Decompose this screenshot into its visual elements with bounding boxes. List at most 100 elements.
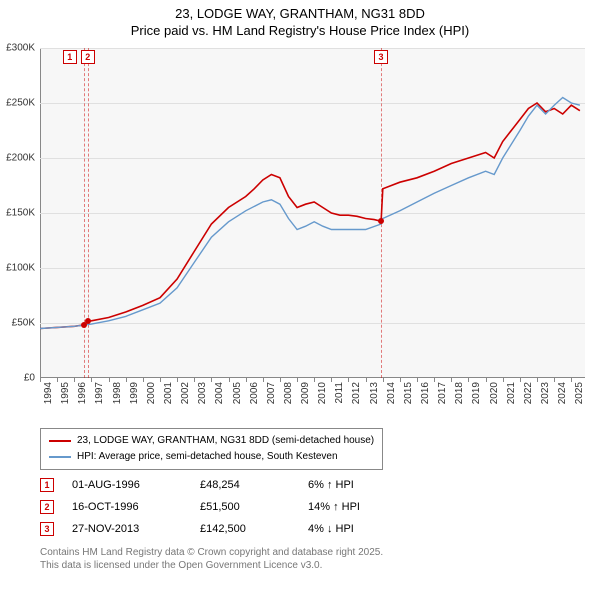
x-tick xyxy=(520,378,521,382)
x-axis-label: 2004 xyxy=(214,382,225,404)
x-axis-label: 1997 xyxy=(94,382,105,404)
footer-attribution: Contains HM Land Registry data © Crown c… xyxy=(40,546,383,572)
x-tick xyxy=(451,378,452,382)
x-axis-label: 2011 xyxy=(334,382,345,404)
x-axis-label: 2001 xyxy=(163,382,174,404)
sale-row: 327-NOV-2013£142,5004% ↓ HPI xyxy=(40,518,418,540)
line-series-svg xyxy=(40,48,585,378)
x-tick xyxy=(366,378,367,382)
x-tick xyxy=(126,378,127,382)
x-tick xyxy=(468,378,469,382)
x-axis-label: 2007 xyxy=(266,382,277,404)
legend-swatch xyxy=(49,440,71,442)
x-tick xyxy=(229,378,230,382)
x-tick xyxy=(160,378,161,382)
x-axis-label: 2017 xyxy=(437,382,448,404)
y-axis-label: £50K xyxy=(12,318,35,329)
footer-line-2: This data is licensed under the Open Gov… xyxy=(40,559,383,572)
series-price_paid xyxy=(40,103,580,329)
x-axis-label: 2024 xyxy=(557,382,568,404)
sale-marker-dot xyxy=(85,318,91,324)
x-axis-label: 2019 xyxy=(471,382,482,404)
x-tick xyxy=(143,378,144,382)
x-tick xyxy=(194,378,195,382)
x-axis-label: 2018 xyxy=(454,382,465,404)
x-axis-label: 1998 xyxy=(112,382,123,404)
x-axis-label: 2014 xyxy=(386,382,397,404)
x-tick xyxy=(263,378,264,382)
x-axis-label: 2016 xyxy=(420,382,431,404)
y-axis-label: £250K xyxy=(6,98,35,109)
x-axis-label: 2005 xyxy=(232,382,243,404)
sale-delta: 4% ↓ HPI xyxy=(308,523,418,535)
x-tick xyxy=(91,378,92,382)
sale-date: 16-OCT-1996 xyxy=(72,501,182,513)
sale-row-marker: 1 xyxy=(40,478,54,492)
legend-box: 23, LODGE WAY, GRANTHAM, NG31 8DD (semi-… xyxy=(40,428,383,470)
x-tick xyxy=(314,378,315,382)
x-tick xyxy=(211,378,212,382)
x-tick xyxy=(246,378,247,382)
x-axis-label: 2023 xyxy=(540,382,551,404)
x-axis-label: 2013 xyxy=(369,382,380,404)
x-tick xyxy=(297,378,298,382)
y-axis-label: £100K xyxy=(6,263,35,274)
x-tick xyxy=(57,378,58,382)
x-axis-label: 2022 xyxy=(523,382,534,404)
sale-date: 01-AUG-1996 xyxy=(72,479,182,491)
sale-price: £48,254 xyxy=(200,479,290,491)
x-axis-label: 2015 xyxy=(403,382,414,404)
x-axis-label: 1999 xyxy=(129,382,140,404)
x-axis-label: 2000 xyxy=(146,382,157,404)
x-tick xyxy=(417,378,418,382)
series-hpi xyxy=(40,98,580,329)
x-axis-label: 1994 xyxy=(43,382,54,404)
x-tick xyxy=(109,378,110,382)
x-axis-label: 2006 xyxy=(249,382,260,404)
x-axis-label: 1995 xyxy=(60,382,71,404)
sale-price: £51,500 xyxy=(200,501,290,513)
x-tick xyxy=(331,378,332,382)
x-tick xyxy=(348,378,349,382)
x-tick xyxy=(383,378,384,382)
legend-row: HPI: Average price, semi-detached house,… xyxy=(49,449,374,465)
x-axis-label: 2021 xyxy=(506,382,517,404)
x-tick xyxy=(74,378,75,382)
legend-label: HPI: Average price, semi-detached house,… xyxy=(77,449,338,465)
chart-area: £0£50K£100K£150K£200K£250K£300K 19941995… xyxy=(40,48,585,378)
x-axis-label: 2025 xyxy=(574,382,585,404)
x-axis-label: 1996 xyxy=(77,382,88,404)
sale-price: £142,500 xyxy=(200,523,290,535)
x-axis-label: 2010 xyxy=(317,382,328,404)
title-line-2: Price paid vs. HM Land Registry's House … xyxy=(0,23,600,40)
chart-container: 23, LODGE WAY, GRANTHAM, NG31 8DD Price … xyxy=(0,0,600,590)
x-axis-label: 2009 xyxy=(300,382,311,404)
x-tick xyxy=(571,378,572,382)
title-line-1: 23, LODGE WAY, GRANTHAM, NG31 8DD xyxy=(0,6,600,23)
x-axis-label: 2003 xyxy=(197,382,208,404)
x-tick xyxy=(434,378,435,382)
y-axis-label: £150K xyxy=(6,208,35,219)
x-tick xyxy=(400,378,401,382)
x-tick xyxy=(40,378,41,382)
sale-delta: 14% ↑ HPI xyxy=(308,501,418,513)
x-tick xyxy=(537,378,538,382)
sale-row-marker: 3 xyxy=(40,522,54,536)
footer-line-1: Contains HM Land Registry data © Crown c… xyxy=(40,546,383,559)
x-tick xyxy=(177,378,178,382)
x-axis-label: 2012 xyxy=(351,382,362,404)
y-axis-label: £200K xyxy=(6,153,35,164)
legend-row: 23, LODGE WAY, GRANTHAM, NG31 8DD (semi-… xyxy=(49,433,374,449)
x-axis-label: 2008 xyxy=(283,382,294,404)
x-tick xyxy=(503,378,504,382)
y-axis-label: £0 xyxy=(24,373,35,384)
legend-label: 23, LODGE WAY, GRANTHAM, NG31 8DD (semi-… xyxy=(77,433,374,449)
sale-row-marker: 2 xyxy=(40,500,54,514)
x-tick xyxy=(486,378,487,382)
sale-delta: 6% ↑ HPI xyxy=(308,479,418,491)
y-axis-label: £300K xyxy=(6,43,35,54)
sale-marker-dot xyxy=(378,218,384,224)
x-axis-label: 2002 xyxy=(180,382,191,404)
sale-row: 2 16-OCT-1996 £51,500 14% ↑ HPI xyxy=(40,496,418,518)
legend-swatch xyxy=(49,456,71,458)
